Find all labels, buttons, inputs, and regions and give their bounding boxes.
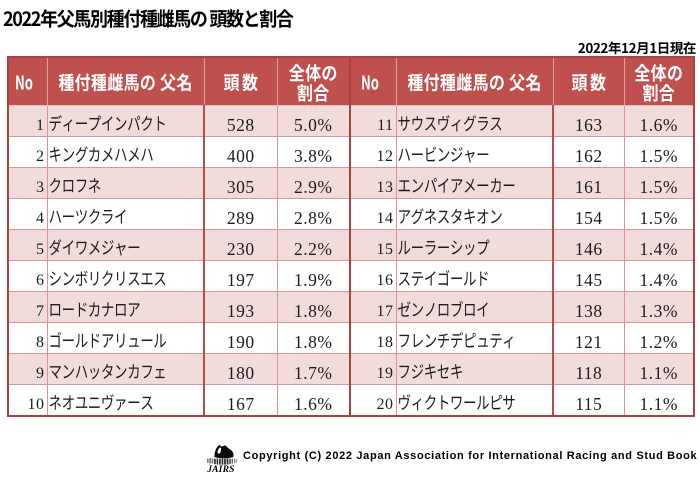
svg-text:JAIRS: JAIRS bbox=[206, 465, 234, 474]
